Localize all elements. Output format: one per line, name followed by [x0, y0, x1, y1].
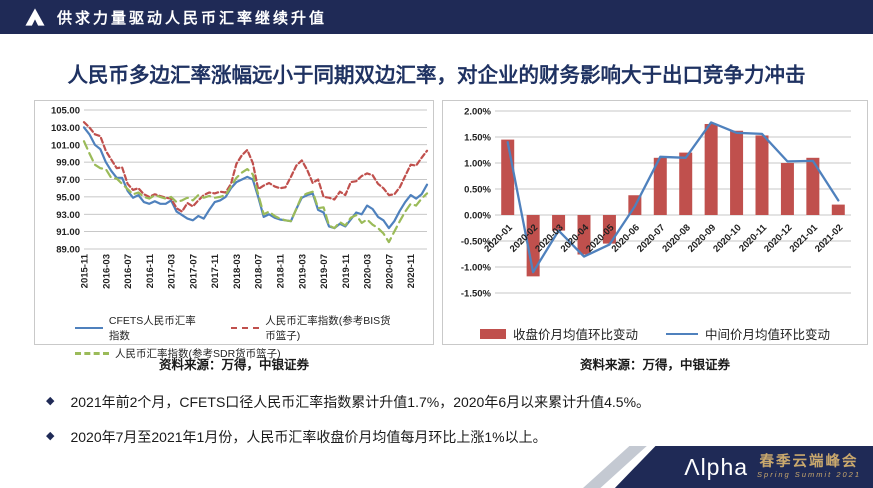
- mom-change-chart-legend: 收盘价月均值环比变动 中间价月均值环比变动: [445, 324, 865, 343]
- svg-text:-0.50%: -0.50%: [461, 237, 492, 248]
- alpha-logo-icon: [25, 8, 45, 26]
- fx-index-chart-legend: CFETS人民币汇率指数 人民币汇率指数(参考BIS货币篮子) 人民币汇率指数(参考…: [37, 313, 431, 361]
- diamond-bullet-icon: ◆: [46, 430, 55, 442]
- svg-text:99.00: 99.00: [56, 158, 80, 169]
- svg-text:2019-11: 2019-11: [341, 253, 352, 288]
- svg-text:2019-03: 2019-03: [297, 254, 308, 289]
- legend-label: 收盘价月均值环比变动: [512, 328, 638, 342]
- bullet-text: 2020年7月至2021年1月份，人民币汇率收盘价月均值每月环比上涨1%以上。: [70, 429, 547, 445]
- svg-text:2016-03: 2016-03: [101, 254, 112, 289]
- banner-title-cn: 春季云端峰会: [759, 454, 859, 471]
- svg-text:2.00%: 2.00%: [464, 107, 491, 118]
- charts-row: 89.00 91.00 93.00 95.00 97.00 99.00 101.00 103.…: [34, 100, 868, 373]
- svg-text:89.00: 89.00: [56, 245, 80, 256]
- svg-text:1.50%: 1.50%: [464, 133, 491, 144]
- svg-text:2020-10: 2020-10: [711, 222, 743, 254]
- left-chart-source: 资料来源：万得，中银证券: [158, 358, 309, 372]
- svg-text:-1.00%: -1.00%: [461, 263, 492, 274]
- svg-text:93.00: 93.00: [56, 210, 80, 221]
- alpha-wordmark: Λlpha: [684, 453, 749, 480]
- svg-text:1.00%: 1.00%: [464, 159, 491, 170]
- right-chart-source: 资料来源：万得，中银证券: [579, 358, 730, 372]
- fx-index-chart-box: 89.00 91.00 93.00 95.00 97.00 99.00 101.00 103.…: [34, 100, 434, 360]
- bullet-text: 2021年前2个月，CFETS口径人民币汇率指数累计升值1.7%，2020年6月…: [70, 394, 651, 410]
- legend-swatch: [479, 328, 506, 339]
- svg-text:2017-11: 2017-11: [210, 253, 221, 288]
- svg-text:103.00: 103.00: [51, 123, 80, 134]
- bullet-list: ◆ 2021年前2个月，CFETS口径人民币汇率指数累计升值1.7%，2020年…: [46, 392, 836, 462]
- banner-navy-shape: [614, 446, 873, 488]
- bullet-item: ◆ 2021年前2个月，CFETS口径人民币汇率指数累计升值1.7%，2020年…: [46, 392, 836, 412]
- legend-item: 收盘价月均值环比变动: [479, 324, 638, 343]
- svg-text:0.50%: 0.50%: [464, 185, 491, 196]
- svg-text:2020-07: 2020-07: [384, 254, 395, 289]
- mom-change-chart-svg: 2.00% 1.50% 1.00% 0.50% 0.00% -0.50% -1.00% -1.…: [461, 107, 851, 300]
- diamond-bullet-icon: ◆: [46, 395, 55, 407]
- footer-banner: Λlpha 春季云端峰会 Spring Summit 2021: [583, 446, 873, 488]
- legend-swatch: [666, 332, 698, 335]
- svg-text:95.00: 95.00: [56, 192, 80, 203]
- legend-item: CFETS人民币汇率指数: [75, 313, 197, 343]
- legend-label: 中间价月均值环比变动: [705, 328, 831, 342]
- banner-texts: 春季云端峰会 Spring Summit 2021: [757, 454, 861, 479]
- legend-swatch: [75, 327, 103, 329]
- svg-text:2019-07: 2019-07: [319, 254, 330, 289]
- bullet-item: ◆ 2020年7月至2021年1月份，人民币汇率收盘价月均值每月环比上涨1%以上…: [46, 427, 836, 447]
- legend-label: 人民币汇率指数(参考BIS货币篮子): [265, 315, 391, 342]
- topbar-title: 供求力量驱动人民币汇率继续升值: [57, 9, 328, 27]
- legend-label: CFETS人民币汇率指数: [108, 315, 196, 342]
- mom-change-chart-box: 2.00% 1.50% 1.00% 0.50% 0.00% -0.50% -1.00% -1.…: [442, 100, 868, 345]
- svg-text:2020-11: 2020-11: [406, 253, 417, 288]
- svg-text:2017-07: 2017-07: [188, 254, 199, 289]
- page-title: 人民币多边汇率涨幅远小于同期双边汇率，对企业的财务影响大于出口竞争力冲击: [67, 64, 806, 87]
- topbar: 供求力量驱动人民币汇率继续升值: [0, 0, 873, 34]
- legend-item: 中间价月均值环比变动: [666, 324, 830, 343]
- svg-text:105.00: 105.00: [51, 106, 80, 117]
- legend-swatch: [75, 352, 109, 355]
- svg-text:101.00: 101.00: [51, 140, 80, 151]
- legend-item: 人民币汇率指数(参考BIS货币篮子): [231, 313, 397, 343]
- svg-text:97.00: 97.00: [56, 175, 80, 186]
- svg-text:2020-03: 2020-03: [363, 254, 374, 289]
- fx-index-chart-svg: 89.00 91.00 93.00 95.00 97.00 99.00 101.00 103.…: [51, 106, 429, 289]
- banner-content: Λlpha 春季云端峰会 Spring Summit 2021: [684, 446, 861, 488]
- svg-text:-1.50%: -1.50%: [461, 289, 492, 300]
- mom-change-chart-column: 2.00% 1.50% 1.00% 0.50% 0.00% -0.50% -1.00% -1.…: [442, 100, 868, 373]
- svg-text:2016-07: 2016-07: [123, 254, 134, 289]
- legend-swatch: [231, 327, 260, 329]
- svg-text:2017-03: 2017-03: [167, 254, 178, 289]
- svg-text:2018-11: 2018-11: [276, 253, 287, 288]
- svg-text:2016-11: 2016-11: [145, 253, 156, 288]
- legend-label: 人民币汇率指数(参考SDR货币篮子): [115, 348, 281, 360]
- svg-text:91.00: 91.00: [56, 227, 80, 238]
- svg-text:2018-03: 2018-03: [232, 254, 243, 289]
- svg-text:2021-02: 2021-02: [813, 222, 845, 254]
- svg-text:0.00%: 0.00%: [464, 211, 491, 222]
- banner-subtitle-en: Spring Summit 2021: [757, 470, 861, 480]
- svg-text:2015-11: 2015-11: [80, 253, 91, 288]
- legend-item: 人民币汇率指数(参考SDR货币篮子): [75, 346, 281, 361]
- svg-text:2018-07: 2018-07: [254, 254, 265, 289]
- fx-index-chart-column: 89.00 91.00 93.00 95.00 97.00 99.00 101.00 103.…: [34, 100, 434, 373]
